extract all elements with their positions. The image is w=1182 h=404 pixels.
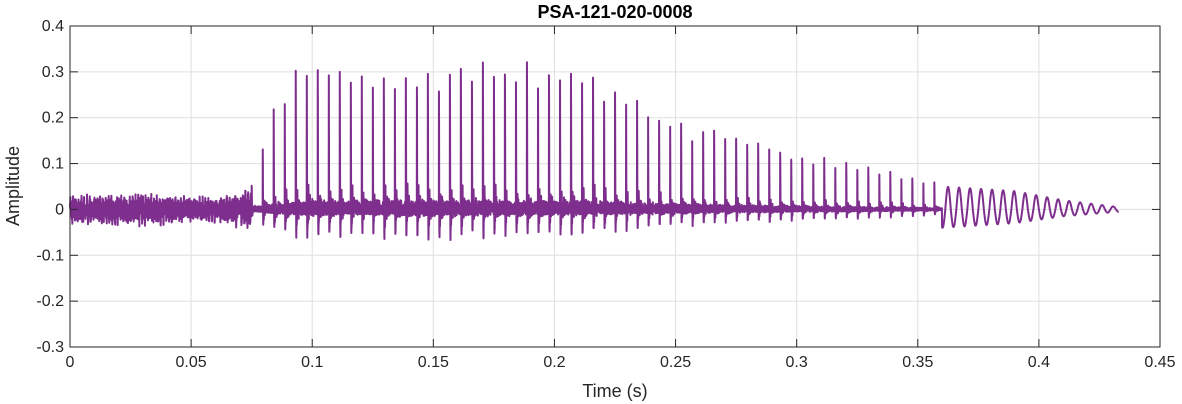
y-axis-label: Amplitude [3, 146, 23, 226]
y-tick-label: 0.2 [42, 110, 64, 127]
x-tick-label: 0.2 [543, 354, 565, 371]
y-tick-label: -0.1 [36, 247, 64, 264]
x-axis-label: Time (s) [582, 381, 647, 401]
y-tick-labels: -0.3 -0.2 -0.1 0 0.1 0.2 0.3 0.4 [36, 18, 64, 356]
waveform-line [69, 61, 1120, 241]
x-tick-label: 0.3 [786, 354, 808, 371]
x-tick-label: 0.15 [418, 354, 449, 371]
x-tick-label: 0.4 [1028, 354, 1050, 371]
x-tick-label: 0.1 [301, 354, 323, 371]
y-tick-label: 0.4 [42, 18, 64, 35]
x-tick-label: 0.35 [902, 354, 933, 371]
x-tick-label: 0 [66, 354, 75, 371]
tick-marks [69, 25, 1161, 348]
plot-frame [69, 25, 1161, 348]
x-tick-label: 0.45 [1144, 354, 1175, 371]
y-tick-label: -0.2 [36, 293, 64, 310]
y-tick-label: 0.1 [42, 156, 64, 173]
x-tick-label: 0.05 [176, 354, 207, 371]
y-tick-label: 0 [55, 201, 64, 218]
x-tick-label: 0.25 [660, 354, 691, 371]
y-tick-label: -0.3 [36, 339, 64, 356]
y-tick-label: 0.3 [42, 64, 64, 81]
chart-title: PSA-121-020-0008 [537, 2, 692, 22]
waveform-series [69, 61, 1120, 241]
x-tick-labels: 0 0.05 0.1 0.15 0.2 0.25 0.3 0.35 0.4 0.45 [66, 354, 1176, 371]
